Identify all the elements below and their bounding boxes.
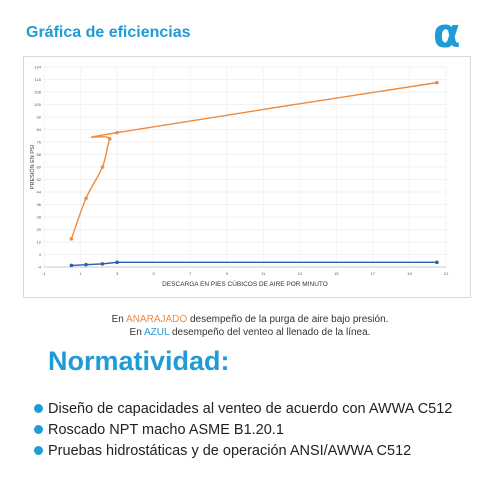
series-line-1 — [71, 261, 437, 267]
y-tick-label: 76 — [37, 140, 42, 145]
x-axis-ticks: -1 1 3 5 7 9 11 13 15 17 19 21 — [42, 271, 449, 276]
y-tick-label: 36 — [37, 202, 42, 207]
y-tick-label: 108 — [34, 90, 41, 95]
y-tick-label: 12 — [37, 240, 42, 245]
chart-canvas: -4 4 12 20 28 36 44 52 60 68 76 84 92 100 108 116 124 -1… — [29, 65, 449, 289]
standards-list: Diseño de capacidades al venteo de acuer… — [34, 398, 452, 461]
alpha-logo-icon: α — [433, 11, 461, 57]
y-tick-label: 116 — [35, 77, 42, 82]
y-tick-label: 28 — [37, 215, 42, 220]
data-point — [435, 260, 439, 265]
data-point — [100, 262, 105, 266]
y-tick-label: 52 — [37, 177, 42, 182]
x-tick-label: 5 — [153, 271, 156, 276]
x-tick-label: -1 — [42, 271, 46, 276]
y-axis-ticks: -4 4 12 20 28 36 44 52 60 68 76 84 92 100 108 116 124 — [34, 65, 41, 270]
caption-blue-text: desempeño del venteo al llenado de la lí… — [169, 327, 371, 338]
x-tick-label: 9 — [226, 271, 229, 276]
page-title: Gráfica de eficiencias — [26, 24, 191, 41]
caption-prefix: En — [129, 327, 144, 338]
x-tick-label: 11 — [261, 271, 266, 276]
y-tick-label: 44 — [37, 190, 42, 195]
list-item: Roscado NPT macho ASME B1.20.1 — [34, 419, 452, 440]
list-item: Diseño de capacidades al venteo de acuer… — [34, 398, 452, 419]
caption-orange-line: En ANARAJADO desempeño de la purga de ai… — [0, 314, 500, 325]
caption-orange-word: ANARAJADO — [126, 314, 188, 325]
series-line-0 — [70, 81, 437, 240]
efficiency-chart: -4 4 12 20 28 36 44 52 60 68 76 84 92 100 108 116 124 -1… — [23, 56, 471, 298]
x-tick-label: 3 — [116, 271, 119, 276]
caption-prefix: En — [111, 314, 127, 325]
list-item-text: Diseño de capacidades al venteo de acuer… — [48, 400, 453, 417]
data-point — [84, 196, 88, 201]
y-tick-label: 4 — [39, 252, 42, 257]
bullet-dot-icon — [34, 446, 43, 455]
list-item-text: Pruebas hidrostáticas y de operación ANS… — [48, 442, 412, 459]
section-title: Normatividad: — [48, 346, 230, 376]
y-tick-label: 100 — [34, 102, 41, 107]
list-item: Pruebas hidrostáticas y de operación ANS… — [34, 440, 452, 461]
y-tick-label: 68 — [37, 152, 42, 157]
x-tick-label: 15 — [334, 271, 339, 276]
caption-blue-line: En AZUL desempeño del venteo al llenado … — [0, 327, 500, 338]
bullet-dot-icon — [34, 404, 43, 413]
chart-series — [69, 80, 439, 268]
data-point — [115, 130, 119, 135]
caption-orange-text: desempeño de la purga de aire bajo presi… — [187, 314, 389, 325]
x-tick-label: 1 — [79, 271, 82, 276]
y-tick-label: 84 — [37, 127, 42, 132]
y-tick-label: 124 — [34, 65, 41, 70]
y-tick-label: 92 — [37, 115, 42, 120]
y-tick-label: 60 — [37, 165, 42, 170]
data-point — [69, 263, 74, 268]
chart-grid — [43, 66, 447, 268]
data-point — [435, 80, 439, 85]
y-tick-label: 20 — [37, 227, 42, 232]
y-axis-label: PRESIÓN EN PSI — [29, 144, 36, 189]
data-point — [100, 165, 105, 169]
data-point — [84, 262, 88, 267]
x-tick-label: 19 — [407, 271, 412, 276]
x-tick-label: 21 — [444, 271, 449, 276]
x-tick-label: 7 — [189, 271, 192, 276]
data-point — [107, 137, 112, 141]
bullet-dot-icon — [34, 425, 43, 434]
list-item-text: Roscado NPT macho ASME B1.20.1 — [48, 421, 284, 438]
x-tick-label: 17 — [371, 271, 376, 276]
x-tick-label: 13 — [298, 271, 303, 276]
data-point — [115, 260, 119, 265]
caption-blue-word: AZUL — [144, 327, 170, 338]
data-point — [69, 237, 74, 241]
y-tick-label: -4 — [37, 265, 41, 270]
x-axis-label: DESCARGA EN PIES CÚBICOS DE AIRE POR MIN… — [162, 279, 328, 288]
